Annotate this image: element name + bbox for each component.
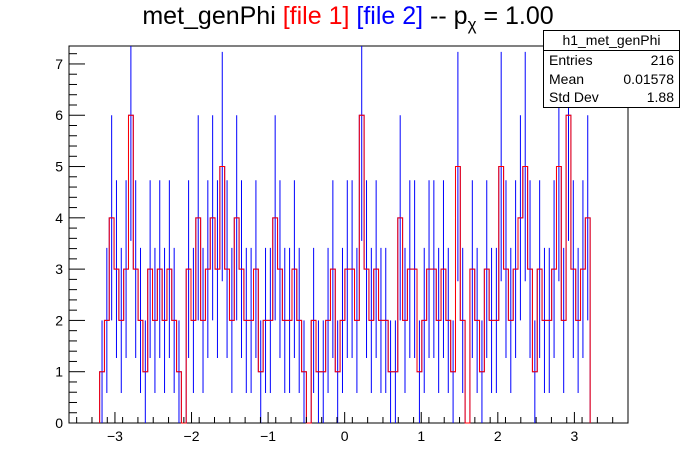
title-p-symbol: p (453, 2, 468, 30)
title-separator: -- (430, 2, 447, 30)
x-tick-label: −1 (260, 428, 276, 444)
stats-box: h1_met_genPhi Entries 216 Mean 0.01578 S… (543, 30, 680, 108)
stats-mean-label: Mean (549, 70, 585, 87)
series-1-outline (99, 114, 591, 424)
stats-std-label: Std Dev (549, 89, 599, 105)
stats-entries-row: Entries 216 (544, 51, 679, 70)
title-file1-label: [file 1] (282, 2, 350, 30)
stats-mean-row: Mean 0.01578 (544, 70, 679, 89)
stats-std-row: Std Dev 1.88 (544, 88, 679, 107)
y-tick-label: 2 (55, 312, 63, 328)
stats-histogram-name: h1_met_genPhi (544, 31, 679, 51)
x-tick-label: −2 (184, 428, 200, 444)
title-name: met_genPhi (142, 2, 276, 30)
x-tick-label: 1 (417, 428, 425, 444)
series-file1 (99, 114, 591, 424)
y-tick-label: 4 (55, 210, 63, 226)
stats-std-value: 1.88 (646, 89, 674, 105)
stats-entries-value: 216 (650, 52, 674, 68)
axes: −3 −2 −1 0 1 2 3 0 1 2 3 4 5 6 7 (55, 53, 614, 444)
title-chi-symbol: χ (467, 15, 477, 34)
x-tick-label: 3 (570, 428, 578, 444)
series-file2 (99, 46, 591, 424)
x-tick-label: 0 (341, 428, 349, 444)
plot-frame (68, 45, 629, 424)
title-file2-label: [file 2] (356, 2, 424, 30)
y-tick-label: 0 (55, 415, 63, 431)
y-tick-label: 5 (55, 159, 63, 175)
x-tick-label: −3 (107, 428, 123, 444)
stats-mean-value: 0.01578 (623, 70, 674, 87)
y-tick-label: 1 (55, 364, 63, 380)
plot-area-border (68, 45, 629, 424)
x-tick-label: 2 (494, 428, 502, 444)
y-tick-label: 7 (55, 56, 63, 72)
title-p-value: = 1.00 (483, 2, 554, 30)
chart-title: met_genPhi [file 1] [file 2] -- pχ = 1.0… (0, 2, 696, 35)
y-tick-label: 6 (55, 107, 63, 123)
stats-entries-label: Entries (549, 52, 593, 68)
y-tick-label: 3 (55, 261, 63, 277)
